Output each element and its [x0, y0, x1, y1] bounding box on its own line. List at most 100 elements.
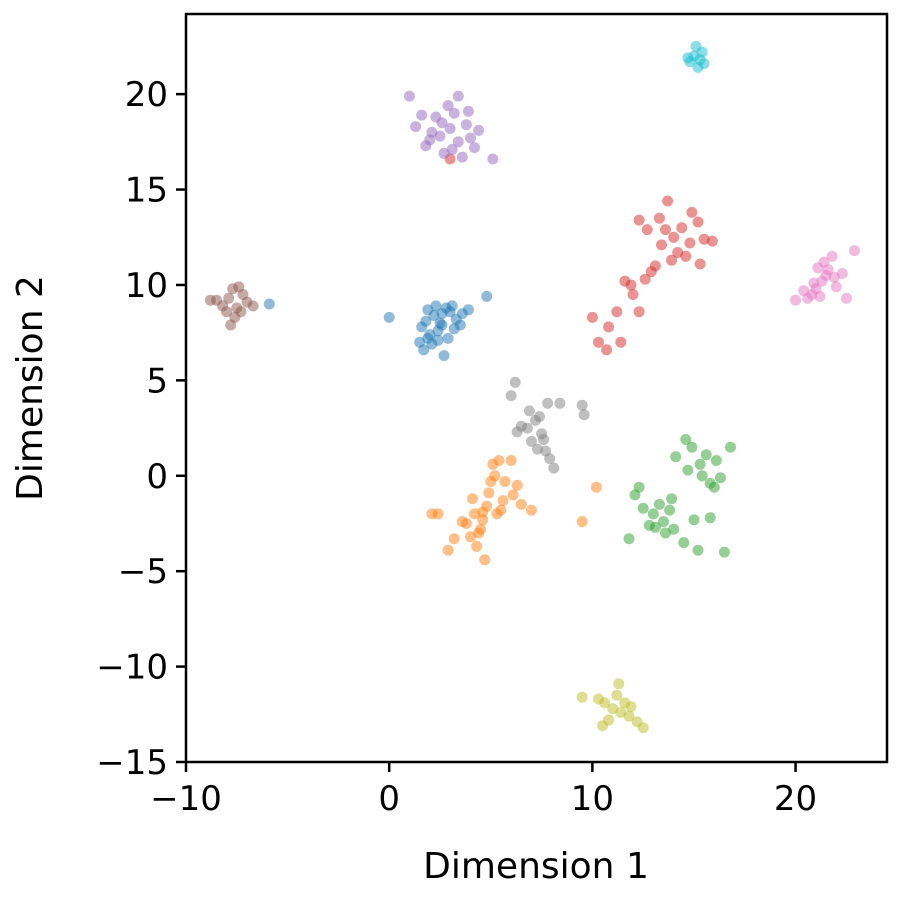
scatter-point [225, 319, 237, 331]
scatter-point [653, 498, 665, 510]
scatter-point [430, 300, 442, 312]
scatter-point [686, 206, 698, 218]
scatter-point [424, 134, 436, 146]
scatter-point [483, 487, 495, 499]
scatter-point [696, 470, 708, 482]
scatter-point [416, 321, 428, 333]
scatter-point [623, 533, 635, 545]
y-axis-label: Dimension 2 [10, 275, 51, 501]
scatter-point [682, 52, 694, 64]
y-tick-label: −15 [96, 743, 168, 783]
scatter-point [538, 434, 550, 445]
scatter-point [485, 476, 497, 487]
scatter-point [548, 462, 560, 474]
scatter-point [436, 117, 448, 129]
scatter-point [469, 508, 480, 520]
scatter-point [686, 441, 698, 453]
scatter-point [670, 451, 682, 463]
scatter-point [544, 453, 556, 465]
scatter-point [680, 434, 692, 445]
scatter-point [507, 489, 519, 501]
scatter-point [830, 281, 842, 293]
scatter-point [263, 298, 275, 310]
scatter-point [247, 300, 259, 312]
scatter-point [487, 458, 499, 470]
scatter-point [656, 239, 667, 251]
scatter-point [586, 311, 598, 323]
scatter-point [637, 502, 649, 514]
scatter-point [471, 540, 483, 552]
scatter-point [467, 493, 478, 505]
scatter-point [692, 216, 704, 228]
scatter-point [708, 481, 720, 493]
scatter-point [678, 537, 690, 549]
scatter-point [710, 455, 722, 466]
scatter-point [454, 319, 466, 331]
scatter-point [684, 237, 696, 249]
scatter-point [633, 214, 645, 226]
scatter-point [660, 527, 671, 539]
scatter-point [627, 289, 639, 300]
scatter-point [442, 100, 454, 112]
y-tick-label: 15 [125, 171, 168, 211]
plot-frame [184, 12, 889, 764]
scatter-point [576, 691, 588, 703]
scatter-point [714, 472, 726, 484]
x-tick-label: −10 [150, 779, 222, 819]
scatter-point [477, 506, 489, 518]
scatter-point [511, 479, 523, 491]
scatter-point [442, 332, 454, 344]
scatter-point [680, 250, 692, 262]
scatter-point [593, 336, 604, 348]
scatter-point [692, 544, 704, 556]
scatter-point [613, 678, 625, 690]
scatter-point [404, 90, 415, 102]
scatter-point [515, 498, 527, 510]
scatter-point [597, 720, 608, 732]
y-tick-label: 10 [125, 266, 168, 306]
scatter-point [509, 376, 521, 388]
scatter-point [649, 521, 661, 533]
scatter-point [694, 258, 706, 270]
scatter-point [452, 90, 464, 102]
scatter-point [698, 233, 710, 245]
scatter-point [706, 235, 718, 247]
scatter-point [446, 300, 458, 312]
scatter-point [444, 123, 456, 134]
scatter-point [456, 516, 468, 528]
scatter-point [534, 411, 545, 423]
scatter-point [593, 693, 604, 705]
scatter-point [658, 516, 669, 528]
scatter-point [438, 350, 450, 362]
scatter-point [416, 109, 428, 121]
y-tick-label: −10 [96, 648, 168, 688]
scatter-point [448, 107, 460, 119]
scatter-point [698, 58, 710, 70]
scatter-point [460, 119, 472, 131]
scatter-point [432, 334, 444, 346]
scatter-point [619, 275, 631, 287]
scatter-point [694, 458, 706, 470]
scatter-point [798, 285, 810, 297]
scatter-point [497, 495, 509, 507]
scatter-point [481, 290, 493, 302]
scatter-point [611, 689, 623, 701]
scatter-point [465, 132, 476, 144]
scatter-point [666, 493, 678, 505]
scatter-point [820, 269, 832, 281]
scatter-point [814, 290, 826, 302]
scatter-point [718, 546, 730, 558]
scatter-point [812, 262, 824, 274]
scatter-point [645, 266, 657, 278]
scatter-point [525, 435, 537, 447]
scatter-point [410, 121, 422, 133]
scatter-point [446, 144, 458, 155]
scatter-point [221, 306, 233, 318]
scatter-point [434, 317, 446, 329]
x-axis-label: Dimension 1 [423, 846, 649, 887]
scatter-point [448, 533, 460, 545]
scatter-point [611, 306, 623, 318]
y-tick-label: −5 [118, 552, 168, 592]
